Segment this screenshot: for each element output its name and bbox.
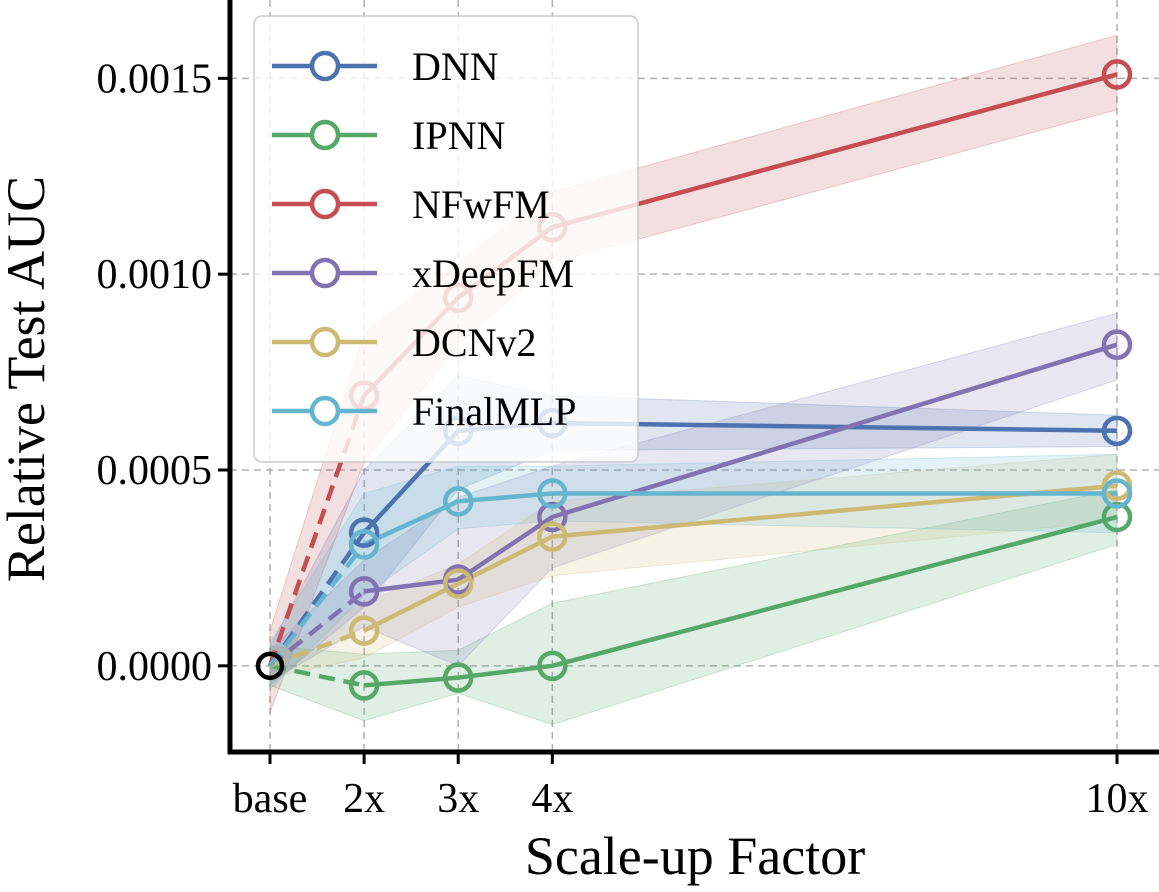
legend-marker-DCNv2 bbox=[309, 326, 341, 358]
x-tick-label-1: 2x bbox=[343, 776, 385, 822]
line-dashed-xDeepFM bbox=[268, 589, 366, 668]
line-dashed-IPNN bbox=[269, 663, 365, 688]
legend-label-NFwFM: NFwFM bbox=[412, 182, 550, 227]
legend-label-DNN: DNN bbox=[412, 44, 499, 89]
x-tick-label-4: 10x bbox=[1086, 776, 1149, 822]
legend: DNN IPNN NFwFM xDeepFM DCNv2 FinalMLP bbox=[253, 15, 639, 463]
x-tick-label-2: 3x bbox=[437, 776, 479, 822]
line-xDeepFM bbox=[363, 342, 1118, 594]
y-axis-label: Relative Test AUC bbox=[0, 176, 56, 582]
line-dashed-DCNv2 bbox=[269, 628, 365, 668]
y-tick-label-1: 0.0005 bbox=[97, 448, 213, 494]
marker-DCNv2-1 bbox=[348, 615, 380, 646]
legend-label-xDeepFM: xDeepFM bbox=[412, 251, 574, 296]
legend-marker-FinalMLP bbox=[309, 395, 341, 427]
band-IPNN bbox=[269, 488, 1118, 726]
x-tick-label-0: base bbox=[233, 776, 308, 822]
marker-IPNN-2 bbox=[442, 662, 474, 693]
marker-xDeepFM-1 bbox=[348, 576, 380, 607]
line-DCNv2 bbox=[363, 483, 1118, 633]
tick-labels: 0.0000 0.0005 0.0010 0.0015 base 2x 3x 4x 10x bbox=[97, 56, 1149, 822]
legend-marker-xDeepFM bbox=[309, 257, 341, 289]
marker-FinalMLP-1 bbox=[348, 529, 380, 560]
marker-baseline bbox=[255, 651, 285, 681]
axes bbox=[227, 0, 1159, 755]
legend-frame bbox=[253, 15, 639, 463]
legend-marker-IPNN bbox=[309, 119, 341, 151]
marker-FinalMLP-4 bbox=[1101, 478, 1133, 509]
marker-DNN-1 bbox=[348, 517, 380, 548]
line-FinalMLP bbox=[363, 491, 1117, 547]
marker-DCNv2-3 bbox=[537, 521, 568, 552]
y-tick-label-3: 0.0015 bbox=[97, 56, 213, 102]
marker-xDeepFM-4 bbox=[1101, 329, 1133, 360]
y-tick-label-0: 0.0000 bbox=[97, 644, 213, 690]
band-DCNv2 bbox=[269, 453, 1118, 679]
marker-IPNN-3 bbox=[537, 650, 568, 682]
legend-marker-NFwFM bbox=[309, 188, 341, 220]
marker-IPNN-4 bbox=[1101, 501, 1133, 533]
legend-label-IPNN: IPNN bbox=[412, 113, 505, 158]
x-axis-label: Scale-up Factor bbox=[525, 826, 865, 886]
band-FinalMLP bbox=[269, 453, 1118, 691]
marker-xDeepFM-3 bbox=[537, 501, 568, 533]
line-IPNN bbox=[363, 514, 1118, 688]
line-dashed-FinalMLP bbox=[268, 543, 366, 668]
marker-DCNv2-2 bbox=[442, 568, 474, 599]
legend-label-DCNv2: DCNv2 bbox=[412, 320, 536, 365]
x-tick-label-3: 4x bbox=[531, 776, 573, 822]
legend-label-FinalMLP: FinalMLP bbox=[412, 389, 576, 434]
marker-FinalMLP-3 bbox=[537, 478, 568, 509]
band-xDeepFM bbox=[269, 312, 1118, 683]
marker-NFwFM-4 bbox=[1101, 59, 1133, 90]
marker-FinalMLP-2 bbox=[442, 486, 474, 517]
marker-IPNN-1 bbox=[348, 670, 380, 701]
y-tick-label-2: 0.0010 bbox=[97, 252, 213, 298]
legend-marker-DNN bbox=[309, 50, 341, 82]
marker-DNN-4 bbox=[1101, 415, 1133, 447]
